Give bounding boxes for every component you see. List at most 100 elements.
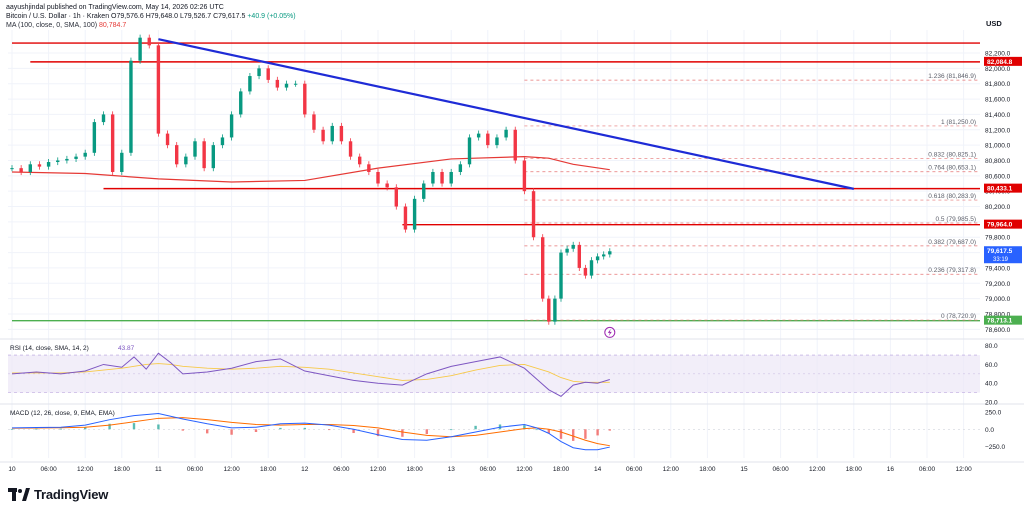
- candle-body: [37, 164, 42, 167]
- candle-body: [583, 267, 588, 276]
- ma-legend[interactable]: MA (100, close, 0, SMA, 100) 80,784.7: [6, 22, 126, 29]
- macd-label: MACD (12, 26, close, 9, EMA, EMA): [10, 410, 115, 417]
- candle-body: [440, 171, 444, 184]
- time-tick-label: 06:00: [772, 466, 789, 473]
- price-label-box-2: [984, 219, 1022, 229]
- candle-body: [385, 183, 389, 188]
- macd-histogram-bar: [10, 428, 14, 430]
- time-tick-label: 12:00: [370, 466, 387, 473]
- ma-value: 80,784.7: [99, 22, 127, 29]
- price-tick-label: 79,400.0: [985, 265, 1011, 272]
- candle-body: [589, 260, 594, 276]
- price-label-box-4: [984, 315, 1022, 325]
- lightning-bolt: [607, 328, 612, 336]
- fib-label-4: 0.618 (80,283.9): [928, 193, 976, 200]
- price-tick-label: 81,400.0: [985, 112, 1011, 119]
- macd-histogram-bar: [352, 429, 355, 434]
- high-value: H79,648.0: [145, 13, 179, 20]
- candle-body: [220, 137, 225, 146]
- candle-body: [595, 256, 600, 261]
- fib-label-6: 0.382 (79,687.0): [928, 239, 976, 246]
- price-tick-label: 81,200.0: [985, 127, 1011, 134]
- candle-body: [239, 91, 243, 115]
- time-tick-label: 12:00: [516, 466, 533, 473]
- fib-label-0: 1.236 (81,846.9): [928, 73, 976, 80]
- price-tick-label: 78,600.0: [985, 327, 1011, 334]
- macd-histogram-bar: [608, 429, 611, 431]
- price-tick-label: 81,600.0: [985, 97, 1011, 104]
- price-tick-label: 82,200.0: [985, 51, 1011, 58]
- macd-pane: MACD (12, 26, close, 9, EMA, EMA) −250.0 0…: [10, 410, 1005, 451]
- candle-body: [541, 237, 545, 299]
- candle-body: [348, 141, 353, 157]
- macd-histogram-bar: [376, 429, 380, 437]
- candle-body: [129, 60, 133, 153]
- fibonacci-levels: 1.236 (81,846.9) 1 (81,250.0) 0.832 (80,82…: [524, 73, 980, 321]
- macd-line: [11, 413, 610, 451]
- price-label-0: 82,084.8: [987, 59, 1013, 66]
- candle-body: [101, 114, 106, 123]
- lightning-icon: [604, 326, 616, 338]
- chart-icons: [604, 326, 616, 338]
- candle-body: [303, 83, 307, 115]
- brand[interactable]: TradingView: [8, 487, 108, 502]
- macd-histogram-bar: [279, 427, 282, 430]
- time-tick-label: 12:00: [809, 466, 826, 473]
- price-tick-label: 80,800.0: [985, 158, 1011, 165]
- time-tick-label: 10: [8, 466, 16, 473]
- candle-body: [92, 122, 97, 153]
- macd-histogram-bar: [108, 423, 111, 430]
- candle-body: [321, 129, 325, 142]
- price-axis: 78,600.0 78,800.0 79,000.0 79,200.0 79,400.0…: [984, 19, 1022, 334]
- time-tick-label: 12:00: [77, 466, 94, 473]
- candle-body: [266, 68, 270, 80]
- time-tick-label: 06:00: [919, 466, 936, 473]
- time-tick-label: 12:00: [663, 466, 680, 473]
- macd-histogram-bar: [230, 429, 233, 435]
- candle-body: [339, 125, 344, 142]
- fib-label-3: 0.764 (80,653.1): [928, 165, 976, 172]
- macd-tick-label: −250.0: [985, 444, 1005, 451]
- macd-histogram-bar: [450, 429, 453, 431]
- price-tick-label: 81,000.0: [985, 143, 1011, 150]
- countdown-label: 33:19: [993, 257, 1009, 263]
- candle-body: [147, 37, 151, 46]
- macd-histogram-bar: [523, 425, 526, 430]
- time-tick-label: 12:00: [223, 466, 240, 473]
- price-tick-label: 81,800.0: [985, 81, 1011, 88]
- time-tick-label: 06:00: [480, 466, 497, 473]
- price-label-box-0: [984, 56, 1022, 66]
- candle-body: [476, 133, 481, 138]
- macd-histogram-bar: [84, 427, 87, 430]
- candle-body: [403, 206, 408, 230]
- candle-body: [257, 68, 261, 77]
- candle-body: [431, 171, 435, 184]
- price-tick-label: 78,800.0: [985, 311, 1011, 318]
- time-tick-label: 12:00: [955, 466, 972, 473]
- open-value: O79,576.6: [111, 13, 144, 20]
- time-tick-label: 11: [155, 466, 162, 473]
- candle-body: [376, 171, 380, 184]
- macd-histogram-bar: [425, 429, 428, 435]
- currency-label: USD: [986, 19, 1002, 28]
- candle-body: [559, 252, 563, 299]
- macd-histogram-bar: [132, 423, 136, 430]
- macd-histogram-bar: [547, 429, 550, 434]
- price-tick-label: 79,200.0: [985, 281, 1011, 288]
- candle-body: [486, 133, 490, 146]
- candle-body: [458, 164, 463, 172]
- time-tick-label: 18:00: [699, 466, 716, 473]
- candle-body: [74, 156, 78, 159]
- candle-body: [571, 244, 575, 249]
- price-tick-label: 80,200.0: [985, 204, 1011, 211]
- price-label-box-1: [984, 183, 1022, 193]
- rsi-tick-label: 60.0: [985, 362, 998, 369]
- time-tick-label: 12: [301, 466, 309, 473]
- price-label-2: 79,964.0: [987, 222, 1013, 229]
- price-tick-label: 82,000.0: [985, 66, 1011, 73]
- symbol-line: Bitcoin / U.S. Dollar · 1h · Kraken O79,…: [6, 13, 296, 20]
- symbol-name[interactable]: Bitcoin / U.S. Dollar · 1h · Kraken: [6, 13, 110, 20]
- macd-histogram-bar: [59, 428, 62, 430]
- time-tick-label: 18:00: [846, 466, 863, 473]
- candle-body: [120, 152, 124, 172]
